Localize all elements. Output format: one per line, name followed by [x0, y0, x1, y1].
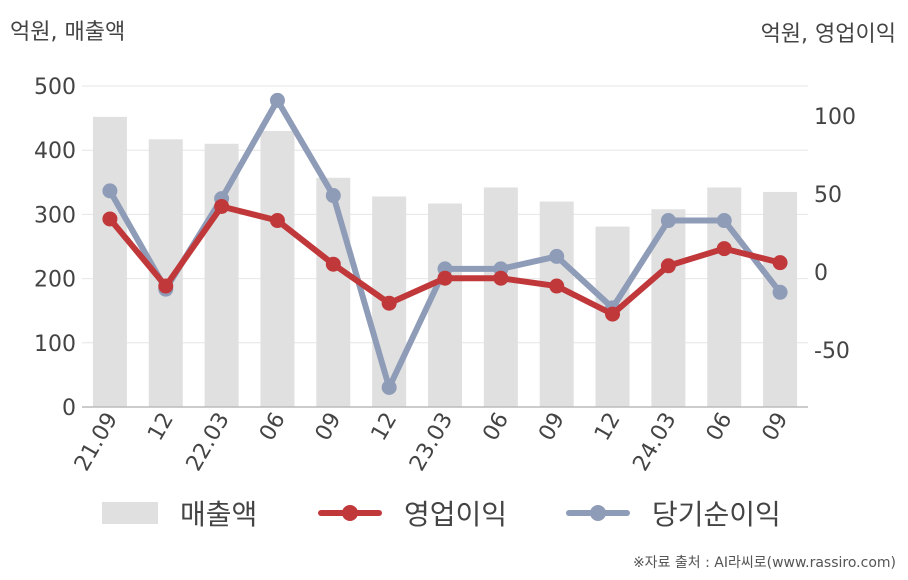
y-left-tick-label: 100	[34, 332, 76, 357]
x-tick-label: 24.03	[628, 409, 681, 476]
x-tick-label: 12	[367, 409, 403, 446]
y-right-tick-label: 50	[814, 183, 842, 208]
x-tick-label: 09	[758, 409, 794, 446]
point-operating	[772, 255, 788, 271]
x-tick-label: 23.03	[405, 409, 458, 476]
y-right-tick-label: -50	[814, 339, 850, 364]
chart-legend: 매출액 영업이익 당기순이익	[0, 493, 908, 533]
y-left-tick-label: 200	[34, 268, 76, 293]
legend-item-net: 당기순이익	[566, 493, 781, 533]
x-tick-label: 12	[143, 409, 179, 446]
legend-swatch-operating	[318, 502, 382, 524]
left-axis-unit: 억원, 매출액	[10, 20, 126, 45]
point-operating	[437, 270, 453, 286]
bar-sales	[316, 177, 351, 407]
legend-item-sales: 매출액	[102, 493, 257, 533]
x-tick-label: 21.09	[70, 409, 123, 476]
point-net	[716, 213, 732, 229]
legend-label-sales: 매출액	[180, 498, 258, 531]
point-net	[325, 188, 341, 204]
bar-sales	[260, 130, 295, 407]
x-tick-label: 22.03	[182, 409, 235, 476]
source-note: ※자료 출처 : AI라씨로(www.rassiro.com)	[632, 555, 896, 571]
x-tick-label: 06	[478, 409, 514, 446]
y-right-tick-label: 100	[814, 105, 856, 130]
y-left-tick-label: 400	[34, 139, 76, 164]
point-operating	[493, 270, 509, 286]
bar-sales	[483, 187, 518, 407]
legend-swatch-sales	[102, 502, 158, 524]
y-left-tick-label: 0	[62, 396, 76, 421]
y-left-tick-label: 500	[34, 75, 76, 100]
legend-label-operating: 영업이익	[404, 498, 508, 531]
point-operating	[269, 213, 285, 229]
legend-swatch-net	[566, 502, 630, 524]
x-tick-label: 09	[534, 409, 570, 446]
x-tick-label: 06	[255, 409, 291, 446]
legend-label-net: 당기순이익	[652, 498, 781, 531]
point-operating	[381, 295, 397, 311]
bar-sales	[428, 203, 462, 407]
point-operating	[214, 198, 230, 214]
point-net	[381, 379, 397, 395]
x-tick-label: 12	[590, 409, 626, 446]
x-tick-label: 09	[311, 409, 347, 446]
y-left-tick-label: 300	[34, 203, 76, 228]
point-operating	[549, 278, 565, 294]
point-operating	[716, 241, 732, 257]
right-axis-unit: 억원, 영업이익	[760, 22, 896, 47]
bar-sales	[204, 143, 239, 407]
point-operating	[158, 278, 174, 294]
point-operating	[660, 258, 676, 274]
point-net	[660, 213, 676, 229]
point-net	[269, 92, 285, 108]
y-right-tick-label: 0	[814, 261, 828, 286]
point-operating	[325, 256, 341, 272]
point-net	[549, 248, 565, 264]
x-tick-label: 06	[702, 409, 738, 446]
point-operating	[102, 211, 118, 227]
bar-sales	[92, 116, 127, 407]
legend-item-operating: 영업이익	[318, 493, 507, 533]
bar-sales	[539, 201, 574, 407]
point-operating	[605, 306, 621, 322]
point-net	[772, 284, 788, 300]
point-net	[102, 183, 118, 199]
